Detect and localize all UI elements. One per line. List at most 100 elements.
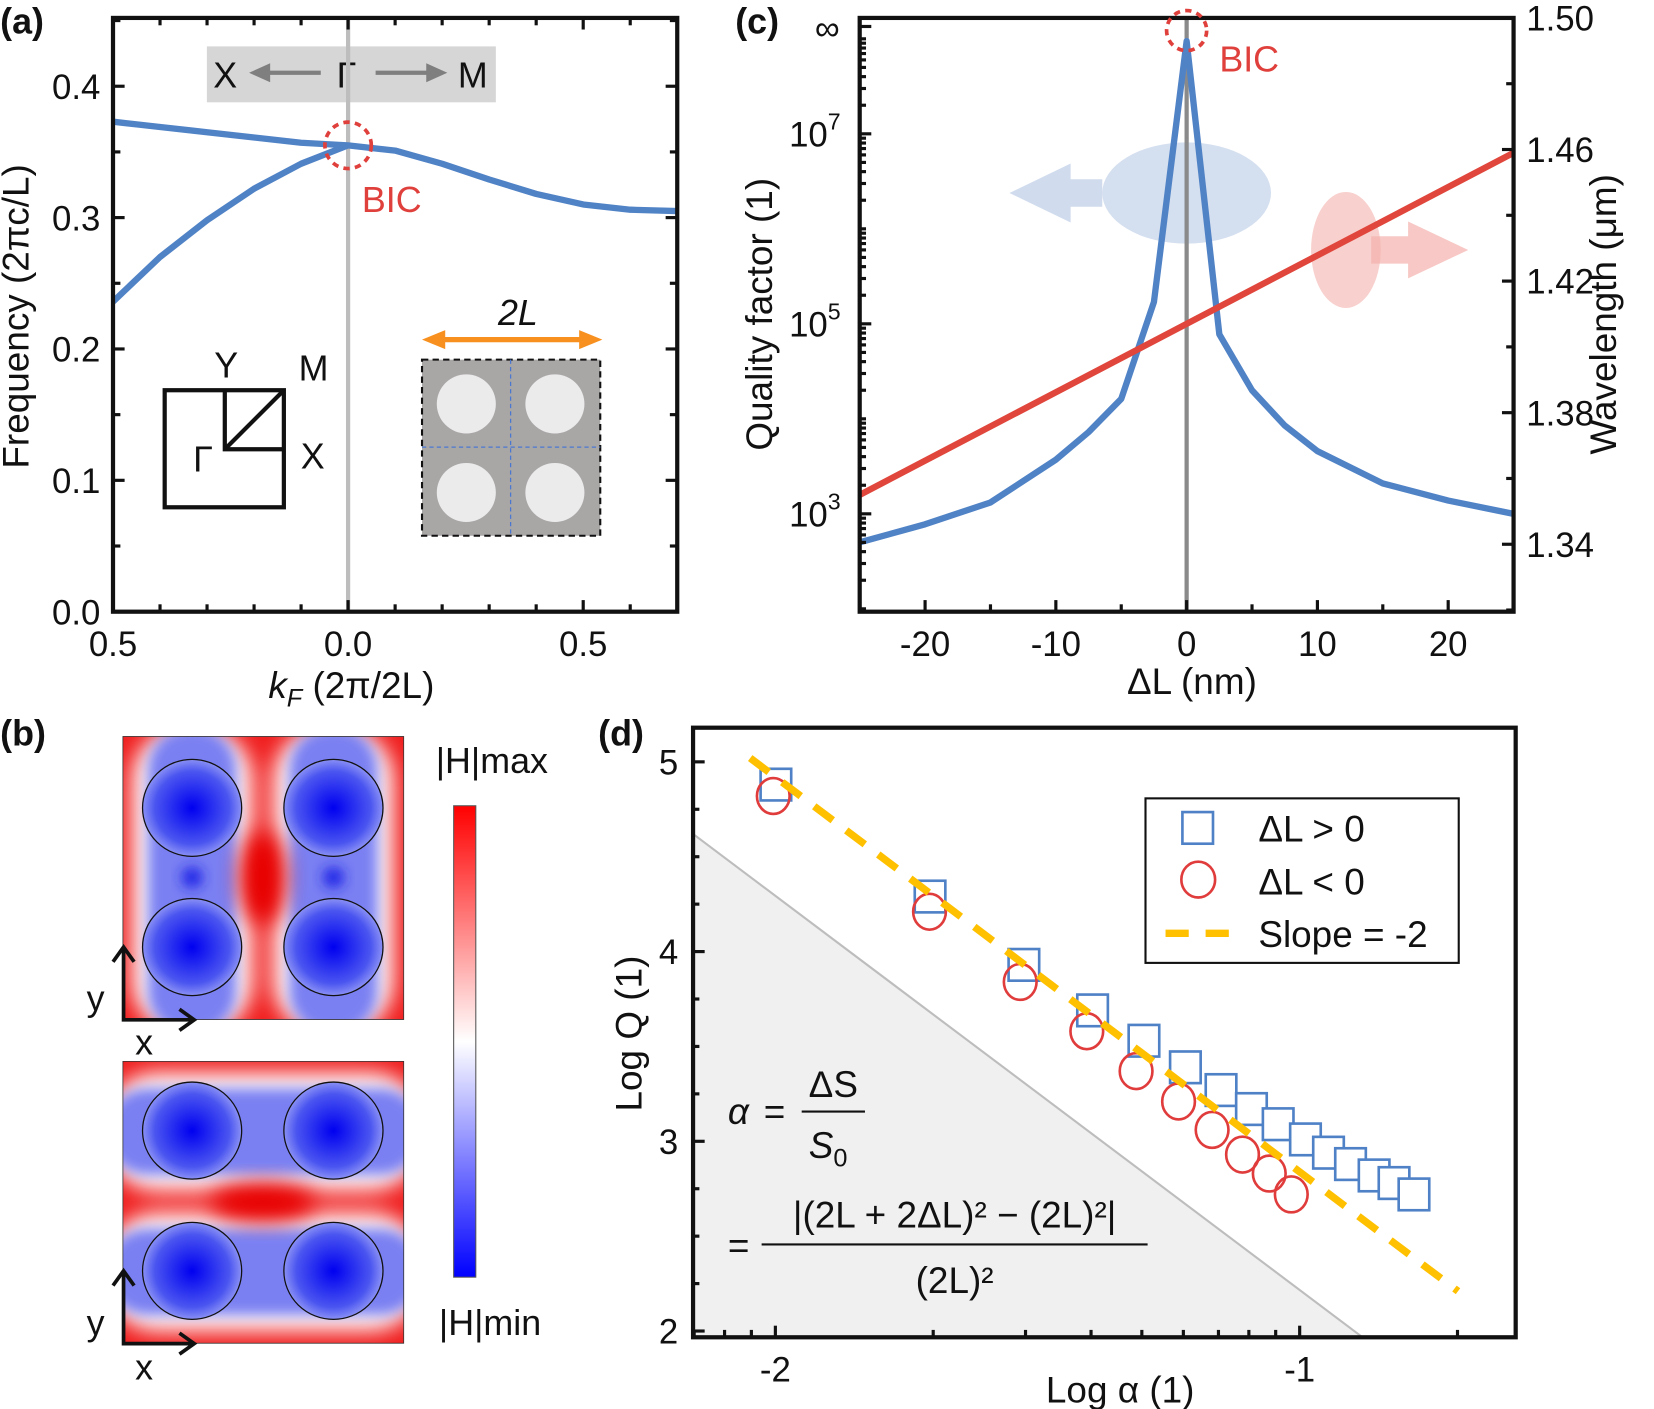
x-axis-label-unit: (2π/2L) — [302, 665, 434, 706]
y-tick-label: 0.2 — [52, 331, 100, 370]
arrow-right-icon — [375, 63, 448, 83]
plot-frame — [110, 15, 680, 614]
x-axis-label: ΔL (nm) — [1127, 661, 1257, 702]
arrow-left-icon — [1009, 163, 1103, 223]
panel-label-b: (b) — [0, 714, 46, 754]
panel-label-c: (c) — [735, 2, 779, 42]
y-tick-label: 3 — [659, 1123, 678, 1162]
plot-frame — [690, 725, 1518, 1340]
y-tick-label: 0.1 — [52, 462, 100, 501]
y-tick-label: 0.3 — [52, 199, 100, 238]
formula-denominator: S0 — [809, 1125, 848, 1172]
y-right-tick-label: 1.50 — [1526, 0, 1594, 39]
circle-marker — [911, 892, 948, 931]
plot-frame — [857, 15, 1516, 614]
legend-label: ΔL < 0 — [1258, 861, 1364, 902]
y-left-tick-label: 107 — [789, 109, 841, 155]
x-tick-label: -2 — [760, 1351, 791, 1390]
colorbar — [453, 805, 477, 1278]
circle-marker — [1194, 1110, 1230, 1150]
y-right-axis-label: Wavelength (μm) — [1583, 174, 1624, 454]
formula-denominator-2: (2L)² — [916, 1260, 994, 1301]
axis-label-y-top: y — [87, 978, 105, 1018]
axis-label-y-bottom: y — [87, 1303, 105, 1343]
band-line-2 — [110, 142, 350, 304]
y-tick-label: 5 — [659, 744, 678, 783]
circle-marker — [1224, 1135, 1261, 1174]
x-axis-label: kF (2π/2L) — [268, 665, 434, 712]
y-left-infinity-label: ∞ — [815, 9, 840, 48]
legend-box — [1144, 797, 1460, 964]
bz-label-x: X — [301, 436, 325, 476]
panel-c-quality-factor: -20 -10 0 10 20103105107∞1.341.381.421.461.5… — [739, 0, 1624, 702]
shaded-region-boundary — [692, 833, 1364, 1339]
slope-line — [747, 755, 1461, 1295]
bic-label: BIC — [362, 180, 422, 220]
tick-exponent: 3 — [828, 489, 841, 515]
circle-marker — [755, 776, 791, 816]
x-tick-label: 20 — [1429, 625, 1468, 664]
tick-base: 10 — [789, 495, 828, 534]
panel-label-a: (a) — [0, 2, 44, 42]
bz-label-m: M — [299, 349, 329, 389]
bic-marker — [323, 120, 374, 171]
legend-label: Slope = -2 — [1258, 914, 1427, 955]
formula-sub: 0 — [833, 1144, 847, 1172]
axes-arrows-bottom — [111, 1267, 198, 1356]
circle-marker — [1251, 1154, 1287, 1193]
axis-label-x-bottom: x — [135, 1347, 153, 1387]
colorbar-min-label: |H|min — [439, 1303, 541, 1343]
y-tick-label: 0.4 — [52, 68, 100, 107]
band-line-1 — [112, 118, 678, 215]
square-marker — [1397, 1177, 1431, 1212]
y-tick-label: 0.0 — [52, 593, 100, 632]
x-tick-label: -1 — [1284, 1351, 1315, 1390]
x-tick-label: 0.5 — [89, 625, 137, 664]
path-label-x: X — [213, 56, 237, 96]
bic-marker — [1164, 8, 1209, 53]
arrow-right-icon — [1371, 221, 1469, 279]
formula-alpha: α — [728, 1091, 750, 1132]
formula-equals: = — [764, 1091, 786, 1132]
y-axis-label: Frequency (2πc/L) — [0, 164, 37, 468]
y-axis-label: Log Q (1) — [608, 956, 649, 1112]
red-shift-ellipse — [1311, 191, 1381, 308]
tick-base: 10 — [789, 305, 828, 344]
x-tick-label: 0.5 — [559, 625, 607, 664]
circle-marker — [1160, 1082, 1197, 1121]
bic-label: BIC — [1219, 40, 1279, 80]
x-axis-label-subscript: F — [287, 685, 304, 713]
legend-circle-icon — [1180, 860, 1217, 899]
field-map-bottom — [122, 1060, 405, 1344]
formula-s: S — [809, 1125, 834, 1166]
legend-label: ΔL > 0 — [1258, 809, 1364, 850]
wavelength-line — [858, 149, 1516, 498]
x-axis-label-symbol: k — [268, 665, 288, 706]
bz-label-gamma: Γ — [193, 439, 213, 479]
panel-label-d: (d) — [598, 714, 644, 754]
y-left-tick-label: 105 — [789, 299, 841, 345]
unit-cell-diagram — [420, 358, 602, 537]
axes-arrows-top — [111, 943, 198, 1032]
tick-base: 10 — [789, 115, 828, 154]
panel-d-scaling: -2 -1 2 3 4 5 Log α (1) Log Q (1) ΔL > 0 ΔL < 0 Sl… — [608, 725, 1518, 1409]
y-tick-label: 2 — [659, 1313, 678, 1352]
unit-cell-label: 2L — [497, 293, 538, 333]
tick-exponent: 5 — [828, 299, 841, 325]
colorbar-max-label: |H|max — [436, 741, 548, 781]
legend-square-icon — [1181, 810, 1215, 846]
x-tick-label: 10 — [1298, 625, 1337, 664]
x-tick-label: -10 — [1031, 625, 1081, 664]
field-map-top — [122, 736, 405, 1020]
arrow-left-icon — [249, 63, 321, 83]
y-right-tick-label: 1.46 — [1526, 131, 1594, 170]
brillouin-zone-diagram — [162, 388, 286, 510]
x-axis-label: Log α (1) — [1046, 1370, 1195, 1409]
y-right-tick-label: 1.42 — [1526, 263, 1594, 302]
formula-equals-2: = — [728, 1225, 750, 1266]
y-left-axis-label: Quality factor (1) — [739, 178, 780, 451]
circle-marker — [1273, 1175, 1309, 1214]
panel-b-field-maps: y x y x |H|max |H|min — [87, 736, 548, 1387]
x-tick-label: -20 — [900, 625, 950, 664]
